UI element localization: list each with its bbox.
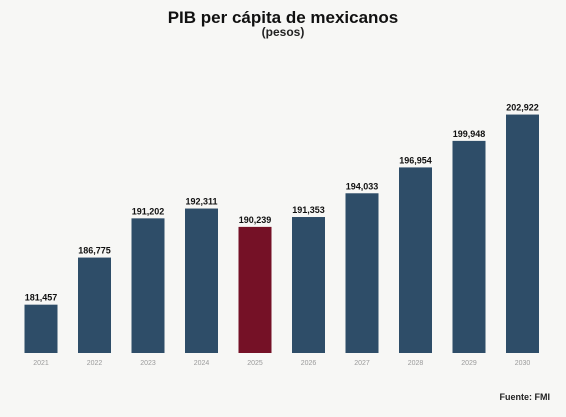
x-tick-label-2022: 2022 <box>87 360 103 367</box>
value-label-2027: 194,033 <box>346 181 379 191</box>
bar-2021 <box>24 304 58 353</box>
x-tick-label-2028: 2028 <box>408 360 424 367</box>
bar-2023 <box>131 218 165 353</box>
x-tick-label-2026: 2026 <box>301 360 317 367</box>
x-tick-label-2030: 2030 <box>515 360 531 367</box>
bar-2024 <box>185 208 218 353</box>
source-note: Fuente: FMI <box>499 392 551 402</box>
value-label-2029: 199,948 <box>453 129 486 139</box>
bar-2022 <box>78 257 111 353</box>
value-label-2022: 186,775 <box>78 246 111 256</box>
x-tick-label-2021: 2021 <box>33 360 49 367</box>
bar-2028 <box>399 167 432 353</box>
bar-2025 <box>238 226 272 353</box>
bar-2026 <box>292 217 325 353</box>
chart-subtitle: (pesos) <box>261 25 305 39</box>
value-label-2025: 190,239 <box>239 215 272 225</box>
bar-2030 <box>506 114 539 353</box>
x-tick-label-2029: 2029 <box>461 360 477 367</box>
x-tick-label-2025: 2025 <box>247 360 263 367</box>
x-tick-label-2027: 2027 <box>354 360 370 367</box>
value-label-2026: 191,353 <box>292 205 325 215</box>
value-label-2024: 192,311 <box>185 197 217 207</box>
x-tick-label-2023: 2023 <box>140 360 156 367</box>
x-tick-label-2024: 2024 <box>194 360 210 367</box>
value-label-2021: 181,457 <box>25 293 58 303</box>
bar-2027 <box>345 193 379 353</box>
bar-2029 <box>452 140 486 353</box>
value-label-2028: 196,954 <box>399 155 432 165</box>
value-label-2030: 202,922 <box>506 103 539 113</box>
chart-title: PIB per cápita de mexicanos <box>167 8 399 27</box>
value-label-2023: 191,202 <box>132 206 165 216</box>
